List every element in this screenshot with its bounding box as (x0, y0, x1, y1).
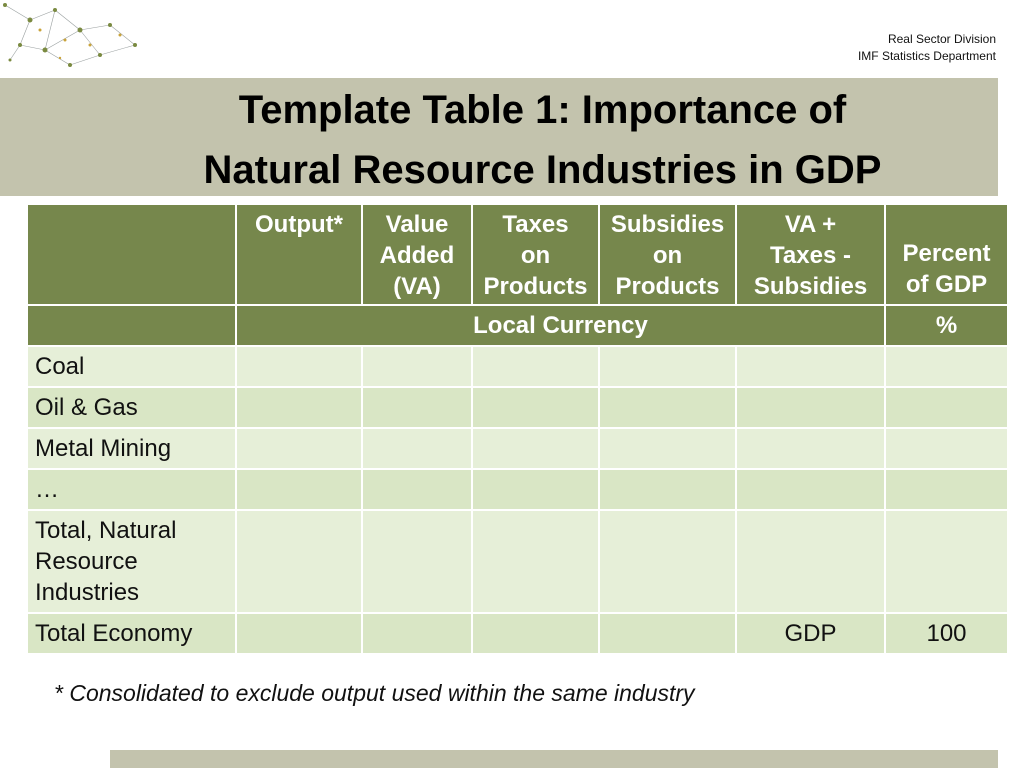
table-row: Coal (26, 345, 1009, 388)
title-band (0, 78, 998, 196)
unit-percent: % (884, 304, 1009, 347)
table-cell (735, 345, 886, 388)
row-label-line: … (35, 476, 59, 503)
table-cell (361, 386, 473, 429)
column-header-line: Taxes (502, 211, 569, 238)
table-cell (471, 345, 600, 388)
table-row: … (26, 468, 1009, 511)
column-header-line: Taxes - (770, 242, 851, 269)
table-cell (361, 612, 473, 655)
header-organization: Real Sector Division IMF Statistics Depa… (858, 31, 996, 65)
table-cell (361, 345, 473, 388)
table-cell (361, 427, 473, 470)
table-row: Metal Mining (26, 427, 1009, 470)
column-header-line: Output* (255, 211, 343, 238)
percent-total-cell: 100 (884, 612, 1009, 655)
table-cell (361, 468, 473, 511)
table-cell (471, 468, 600, 511)
units-corner-cell (26, 304, 237, 347)
table-header-row: Output* Value Added (VA) Taxes on Produc… (26, 203, 1009, 306)
row-label-line: Resource (35, 548, 138, 575)
column-header-line: on (652, 242, 683, 269)
column-header-output: Output* (235, 203, 363, 306)
row-label: Coal (26, 345, 237, 388)
network-logo-icon (3, 3, 137, 67)
column-header-line: Value (385, 211, 449, 238)
column-header-line: (VA) (393, 273, 441, 300)
column-header-subsidies: Subsidies on Products (598, 203, 737, 306)
row-label-line: Oil & Gas (35, 394, 138, 421)
table-cell (361, 509, 473, 614)
column-header-line: Percent (902, 240, 991, 267)
column-header-percent-gdp: Percent of GDP (884, 203, 1009, 306)
table-cell (598, 509, 737, 614)
column-header-line: Subsidies (610, 211, 725, 238)
page-title: Template Table 1: Importance of Natural … (0, 80, 1024, 200)
table-cell (471, 612, 600, 655)
column-header-line: on (520, 242, 551, 269)
table-cell (235, 427, 363, 470)
row-label-line: Total, Natural (35, 517, 177, 544)
table-cell (735, 509, 886, 614)
page-title-line-1: Template Table 1: Importance of (238, 88, 847, 132)
table-cell (235, 468, 363, 511)
table-units-row: Local Currency % (26, 304, 1009, 347)
table-cell (735, 468, 886, 511)
row-label: Total, Natural Resource Industries (26, 509, 237, 614)
row-label-line: Metal Mining (35, 435, 172, 462)
table-cell (471, 427, 600, 470)
column-header-line: Products (483, 273, 588, 300)
table-cell (471, 509, 600, 614)
row-label: Total Economy (26, 612, 237, 655)
row-label-line: Coal (35, 353, 85, 380)
column-header-line: Products (615, 273, 720, 300)
table-cell (235, 386, 363, 429)
header-corner-cell (26, 203, 237, 306)
row-label: … (26, 468, 237, 511)
table-cell (598, 468, 737, 511)
resource-industries-table: Output* Value Added (VA) Taxes on Produc… (26, 203, 1009, 655)
table-cell (884, 345, 1009, 388)
table-cell (235, 509, 363, 614)
column-header-line: of GDP (905, 271, 988, 298)
table-cell (598, 427, 737, 470)
table-cell (235, 612, 363, 655)
gdp-cell: GDP (735, 612, 886, 655)
table-cell (598, 612, 737, 655)
footnote: * Consolidated to exclude output used wi… (54, 680, 695, 706)
table-cell (884, 386, 1009, 429)
row-label-line: Total Economy (35, 620, 193, 647)
table-cell (884, 468, 1009, 511)
table-row: Total, Natural Resource Industries (26, 509, 1009, 614)
table-cell (598, 386, 737, 429)
column-header-line: Subsidies (753, 273, 868, 300)
row-label: Oil & Gas (26, 386, 237, 429)
row-label: Metal Mining (26, 427, 237, 470)
table-cell (471, 386, 600, 429)
column-header-line: VA + (784, 211, 837, 238)
table-cell (235, 345, 363, 388)
table-cell (735, 386, 886, 429)
table-cell (598, 345, 737, 388)
header-division: Real Sector Division (887, 32, 996, 46)
unit-local-currency: Local Currency (235, 304, 886, 347)
table-row: Total Economy GDP 100 (26, 612, 1009, 655)
table-cell (884, 509, 1009, 614)
table-cell (735, 427, 886, 470)
column-header-value-added: Value Added (VA) (361, 203, 473, 306)
column-header-va-taxes-subsidies: VA + Taxes - Subsidies (735, 203, 886, 306)
bottom-band (110, 750, 998, 768)
table-cell (884, 427, 1009, 470)
page-title-line-2: Natural Resource Industries in GDP (203, 148, 882, 192)
column-header-taxes: Taxes on Products (471, 203, 600, 306)
table-row: Oil & Gas (26, 386, 1009, 429)
row-label-line: Industries (35, 579, 140, 606)
header-department: IMF Statistics Department (857, 49, 996, 63)
column-header-line: Added (379, 242, 455, 269)
